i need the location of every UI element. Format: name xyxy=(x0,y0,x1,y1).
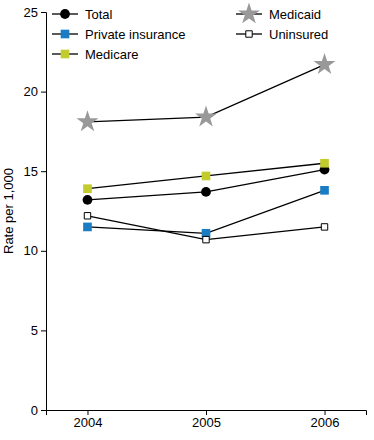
x-tick-label: 2005 xyxy=(192,415,221,430)
y-tick-mark xyxy=(41,171,46,172)
y-tick-label: 0 xyxy=(31,403,38,418)
legend-label: Uninsured xyxy=(269,27,328,42)
series-marker xyxy=(83,195,93,205)
series-area xyxy=(76,53,335,243)
legend-item: Medicaid xyxy=(236,2,321,23)
legend-symbol xyxy=(238,2,260,23)
x-axis: 2004 2005 2006 xyxy=(47,410,367,430)
y-tick: 0 xyxy=(31,403,46,418)
series-marker xyxy=(203,236,209,242)
series-marker xyxy=(320,159,329,168)
y-axis: 0 5 10 15 20 25 xyxy=(24,5,47,418)
legend-label: Private insurance xyxy=(85,27,185,42)
legend-symbol xyxy=(61,50,70,59)
x-tick-label: 2004 xyxy=(74,415,103,430)
series-marker xyxy=(76,110,98,131)
series-marker xyxy=(321,224,327,230)
y-tick: 25 xyxy=(24,5,46,20)
legend: Total Private insurance Medicare Medicaid Un… xyxy=(52,2,328,61)
series-marker xyxy=(314,53,336,74)
y-tick-label: 20 xyxy=(24,84,38,99)
y-tick-label: 5 xyxy=(31,323,38,338)
x-tick: 2006 xyxy=(311,410,340,430)
plot: 0 5 10 15 20 25 2004 2005 2006 Total Private insur… xyxy=(24,2,367,430)
y-tick: 20 xyxy=(24,84,46,99)
series-line xyxy=(87,163,324,188)
x-tick-label: 2006 xyxy=(311,415,340,430)
legend-label: Total xyxy=(85,7,113,22)
legend-item: Medicare xyxy=(52,47,138,62)
legend-item: Private insurance xyxy=(52,27,185,42)
y-axis-title: Rate per 1,000 xyxy=(1,168,16,254)
y-tick-label: 25 xyxy=(24,5,38,20)
legend-symbol xyxy=(60,9,70,19)
series-marker xyxy=(84,213,90,219)
y-tick-mark xyxy=(41,410,46,411)
y-tick-label: 10 xyxy=(24,243,38,258)
series-marker xyxy=(202,172,211,181)
y-tick-label: 15 xyxy=(24,164,38,179)
y-axis-line xyxy=(41,13,47,411)
y-tick-mark xyxy=(41,251,46,252)
x-tick: 2004 xyxy=(74,410,103,430)
y-tick-mark xyxy=(41,12,46,13)
series-marker xyxy=(320,186,329,195)
y-tick: 5 xyxy=(31,323,46,338)
series-marker xyxy=(201,187,211,197)
series-marker xyxy=(83,184,92,193)
y-tick: 15 xyxy=(24,164,46,179)
x-tick: 2005 xyxy=(192,410,221,430)
legend-label: Medicare xyxy=(85,47,138,62)
series-marker xyxy=(83,223,92,232)
legend-symbol xyxy=(246,31,252,37)
legend-item: Total xyxy=(52,7,113,22)
chart: 0 5 10 15 20 25 2004 2005 2006 Total Private insur… xyxy=(0,0,374,440)
legend-item: Uninsured xyxy=(236,27,328,42)
series-marker xyxy=(195,106,217,127)
y-tick: 10 xyxy=(24,243,46,258)
legend-label: Medicaid xyxy=(269,7,321,22)
y-tick-mark xyxy=(41,92,46,93)
legend-symbol xyxy=(61,30,70,39)
y-tick-mark xyxy=(41,330,46,331)
